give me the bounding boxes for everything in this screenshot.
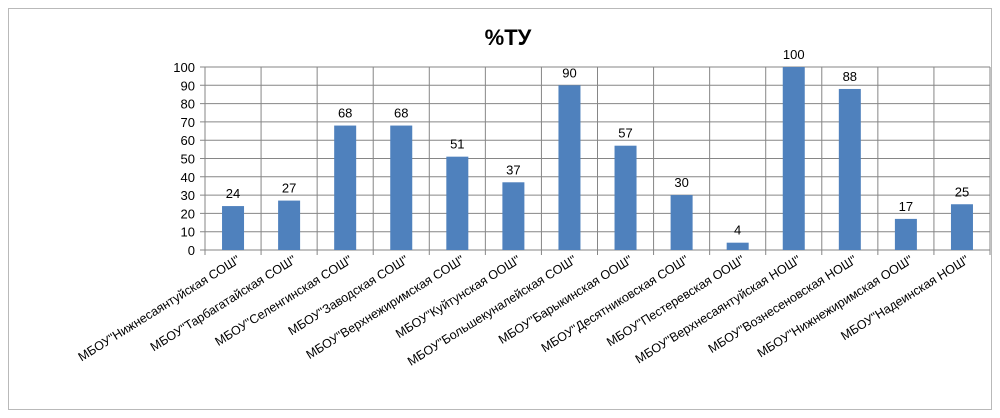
y-tick-label: 60	[181, 133, 195, 148]
data-label: 57	[618, 126, 632, 141]
y-tick-label: 30	[181, 188, 195, 203]
y-tick-label: 50	[181, 152, 195, 167]
y-axis-ticks: 0 10 20 30 40 50 60 70 80 90 100	[173, 60, 195, 258]
y-tick-label: 10	[181, 225, 195, 240]
bar	[334, 125, 357, 250]
y-tick-label: 100	[173, 60, 195, 75]
data-label: 68	[338, 106, 352, 121]
data-label: 24	[226, 186, 240, 201]
category-labels: МБОУ"Нижнесаянтуйская СОШ"МБОУ"Тарбагата…	[76, 253, 972, 369]
bar	[278, 200, 301, 250]
data-label: 88	[843, 69, 857, 84]
y-tick-label: 20	[181, 206, 195, 221]
bar	[838, 88, 861, 251]
y-tick-label: 70	[181, 115, 195, 130]
data-label: 30	[674, 175, 688, 190]
data-label: 90	[562, 65, 576, 80]
bar	[390, 125, 413, 250]
data-label: 68	[394, 106, 408, 121]
y-tick-label: 40	[181, 170, 195, 185]
bar	[502, 182, 525, 250]
bar	[894, 218, 917, 250]
y-tick-label: 80	[181, 97, 195, 112]
data-label: 25	[955, 184, 969, 199]
bar	[222, 206, 245, 250]
bar	[446, 156, 469, 250]
data-label: 37	[506, 162, 520, 177]
bar	[558, 85, 581, 250]
data-labels: 24 27 68 68 51 37 90 57 30 4 100 88 17 25	[226, 47, 969, 238]
bar	[614, 145, 637, 250]
bar	[670, 195, 693, 250]
bars	[222, 67, 973, 251]
data-label: 17	[899, 199, 913, 214]
chart-frame	[8, 8, 992, 410]
data-label: 4	[734, 223, 741, 238]
bar	[726, 242, 749, 250]
data-label: 27	[282, 181, 296, 196]
y-tick-label: 90	[181, 78, 195, 93]
data-label: 100	[783, 47, 805, 62]
chart-title: %ТУ	[485, 25, 532, 50]
bar	[782, 67, 805, 250]
data-label: 51	[450, 137, 464, 152]
gridlines	[200, 66, 991, 255]
y-tick-label: 0	[188, 243, 195, 258]
bar	[950, 204, 973, 250]
